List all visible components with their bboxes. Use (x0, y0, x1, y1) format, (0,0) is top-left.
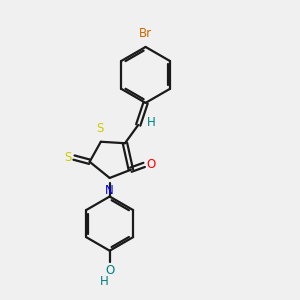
Text: N: N (105, 184, 113, 197)
Text: O: O (146, 158, 156, 171)
Text: S: S (96, 122, 103, 135)
Text: S: S (64, 151, 72, 164)
Text: H: H (146, 116, 155, 129)
Text: O: O (105, 264, 114, 277)
Text: Br: Br (139, 28, 152, 40)
Text: H: H (100, 275, 109, 288)
